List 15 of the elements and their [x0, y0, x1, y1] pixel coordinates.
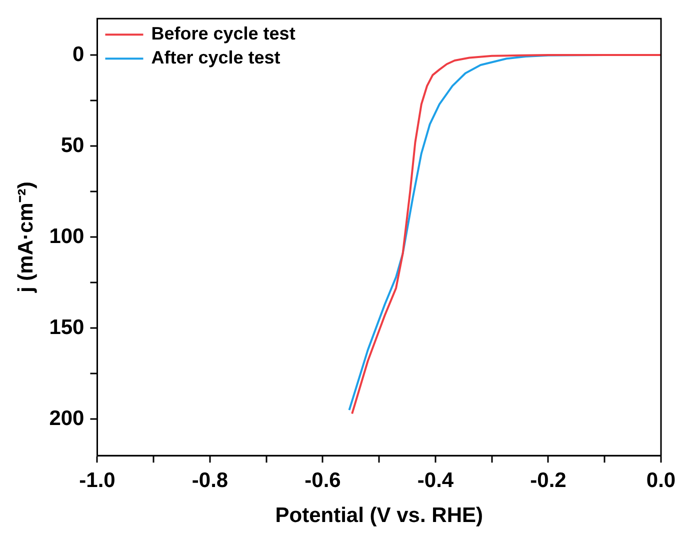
x-tick-label: 0.0: [646, 468, 676, 492]
legend-label: Before cycle test: [151, 24, 296, 44]
legend-label: After cycle test: [151, 48, 280, 68]
x-tick-label: -0.4: [417, 468, 454, 492]
y-tick-label: 150: [49, 316, 84, 339]
x-axis-title: Potential (V vs. RHE): [275, 504, 483, 528]
y-tick-label: 0: [72, 42, 84, 66]
y-tick-label: 50: [60, 134, 84, 157]
y-tick-label: 100: [49, 224, 84, 248]
x-tick-label: -0.8: [192, 468, 228, 492]
x-tick-label: -0.6: [304, 468, 341, 492]
y-tick-label: 200: [49, 406, 84, 430]
y-axis-title: j (mA·cm⁻²): [14, 182, 38, 294]
x-tick-label: -0.2: [530, 468, 566, 492]
x-tick-label: -1.0: [79, 468, 116, 492]
